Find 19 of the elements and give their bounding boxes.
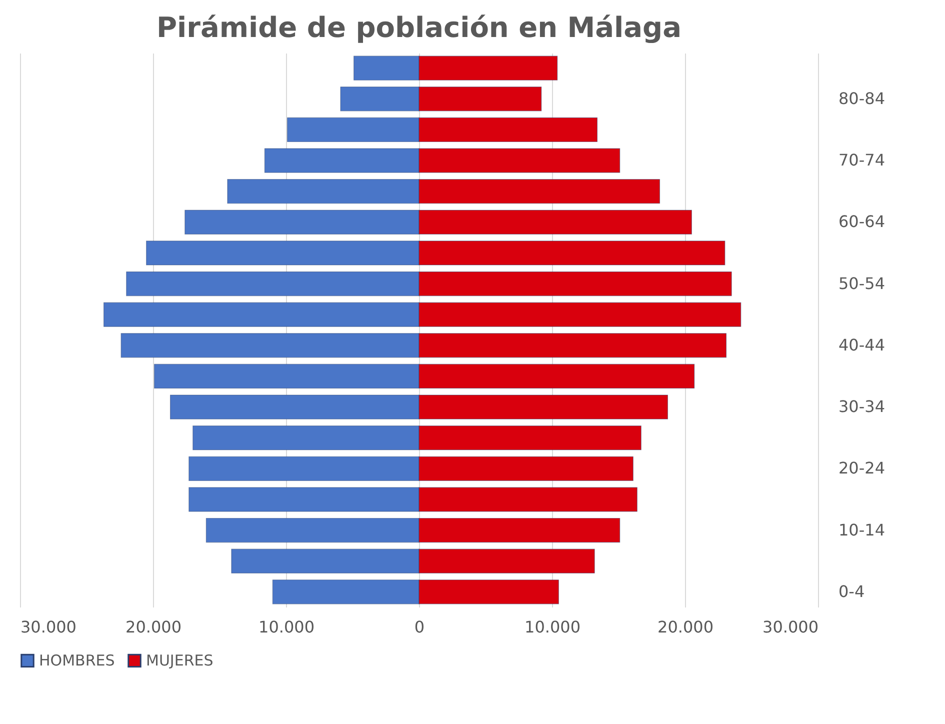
y-tick-label: 50-54 [838, 274, 885, 293]
y-tick-label: 10-14 [838, 520, 885, 540]
x-tick-label: 20.000 [658, 618, 714, 636]
y-tick-label: 0-4 [838, 582, 865, 601]
x-tick-label: 20.000 [126, 618, 182, 636]
y-tick-label: 80-84 [838, 88, 885, 108]
x-tick-label: 0 [414, 618, 425, 636]
y-tick-label: 70-74 [838, 150, 885, 170]
x-tick-label: 30.000 [20, 618, 76, 636]
x-tick-label: 30.000 [762, 618, 818, 636]
y-tick-label: 20-24 [838, 458, 885, 478]
y-tick-label: 30-34 [838, 397, 885, 416]
y-tick-label: 40-44 [838, 335, 885, 354]
y-tick-label: 60-64 [838, 212, 885, 232]
chart-title: Pirámide de población en Málaga [156, 11, 682, 44]
legend-label: HOMBRES [39, 652, 115, 670]
x-tick-label: 10.000 [524, 618, 580, 636]
x-tick-label: 10.000 [258, 618, 314, 636]
legend-label: MUJERES [146, 652, 214, 670]
